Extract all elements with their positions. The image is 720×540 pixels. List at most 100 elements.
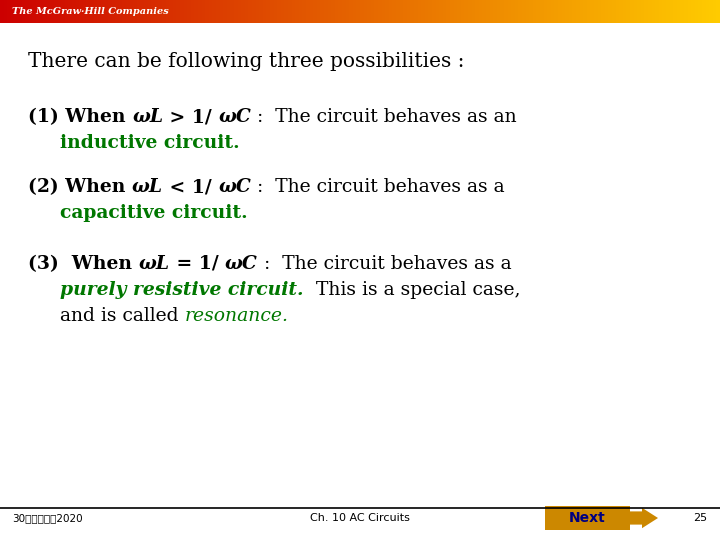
Bar xyxy=(270,0,274,23)
Bar xyxy=(493,0,498,23)
Bar xyxy=(688,0,692,23)
Bar xyxy=(227,0,231,23)
Bar xyxy=(306,0,310,23)
Bar xyxy=(623,0,627,23)
Bar xyxy=(216,0,220,23)
Bar xyxy=(587,0,591,23)
Bar xyxy=(353,0,357,23)
Bar xyxy=(450,0,454,23)
Bar xyxy=(295,0,300,23)
Bar xyxy=(619,0,624,23)
Text: :  The circuit behaves as a: : The circuit behaves as a xyxy=(251,178,505,196)
Bar xyxy=(349,0,354,23)
Bar xyxy=(666,0,670,23)
Bar xyxy=(346,0,350,23)
Bar xyxy=(716,0,720,23)
Bar xyxy=(544,0,548,23)
Bar xyxy=(706,0,710,23)
Bar xyxy=(439,0,444,23)
Bar xyxy=(292,0,296,23)
Bar xyxy=(576,0,580,23)
Bar xyxy=(680,0,685,23)
Bar xyxy=(25,0,30,23)
Bar xyxy=(140,0,145,23)
Bar xyxy=(191,0,195,23)
Bar xyxy=(299,0,303,23)
Bar xyxy=(324,0,328,23)
Bar xyxy=(572,0,577,23)
Bar xyxy=(522,0,526,23)
Bar xyxy=(356,0,361,23)
Bar xyxy=(32,0,37,23)
Bar xyxy=(472,0,476,23)
Bar xyxy=(389,0,393,23)
Text: and is called: and is called xyxy=(60,307,184,325)
Bar xyxy=(464,0,469,23)
Bar xyxy=(461,0,465,23)
Bar xyxy=(54,0,58,23)
Text: (2) When: (2) When xyxy=(28,178,132,196)
Bar xyxy=(36,0,40,23)
Bar xyxy=(558,0,562,23)
Bar xyxy=(266,0,271,23)
Bar xyxy=(90,0,94,23)
Bar xyxy=(238,0,242,23)
Bar xyxy=(328,0,332,23)
Bar xyxy=(342,0,346,23)
Bar xyxy=(616,0,620,23)
Bar xyxy=(446,0,451,23)
Bar xyxy=(263,0,267,23)
Bar xyxy=(454,0,458,23)
Bar xyxy=(691,0,696,23)
Bar xyxy=(497,0,501,23)
Bar xyxy=(392,0,397,23)
Bar xyxy=(61,0,66,23)
Bar xyxy=(648,0,652,23)
Text: inductive circuit.: inductive circuit. xyxy=(60,134,240,152)
Bar xyxy=(133,0,138,23)
Bar xyxy=(176,0,181,23)
Bar xyxy=(637,0,642,23)
Bar xyxy=(475,0,480,23)
Text: ωL: ωL xyxy=(132,108,163,126)
Bar xyxy=(11,0,15,23)
Bar xyxy=(670,0,674,23)
Bar xyxy=(184,0,188,23)
Bar xyxy=(7,0,12,23)
Bar xyxy=(378,0,382,23)
Bar xyxy=(432,0,436,23)
Bar xyxy=(234,0,238,23)
Bar xyxy=(151,0,156,23)
Bar xyxy=(4,0,8,23)
Bar xyxy=(122,0,127,23)
Bar xyxy=(277,0,282,23)
Text: resonance.: resonance. xyxy=(184,307,289,325)
Bar xyxy=(108,0,112,23)
Bar xyxy=(112,0,116,23)
Bar xyxy=(702,0,706,23)
Bar xyxy=(695,0,699,23)
Bar xyxy=(612,0,616,23)
Bar xyxy=(360,0,364,23)
Bar xyxy=(551,0,555,23)
Bar xyxy=(47,0,51,23)
Bar xyxy=(115,0,120,23)
Bar xyxy=(58,0,62,23)
Bar xyxy=(0,0,4,23)
Bar xyxy=(562,0,566,23)
Bar xyxy=(220,0,224,23)
Bar xyxy=(655,0,660,23)
Bar xyxy=(382,0,386,23)
Bar xyxy=(554,0,559,23)
Bar xyxy=(83,0,87,23)
Bar xyxy=(169,0,174,23)
Bar xyxy=(482,0,487,23)
Bar xyxy=(594,0,598,23)
Text: 25: 25 xyxy=(693,513,707,523)
Bar xyxy=(634,0,638,23)
Text: ωL: ωL xyxy=(138,255,169,273)
Text: :  The circuit behaves as a: : The circuit behaves as a xyxy=(258,255,511,273)
Bar xyxy=(511,0,516,23)
Bar xyxy=(677,0,681,23)
Bar xyxy=(598,0,602,23)
